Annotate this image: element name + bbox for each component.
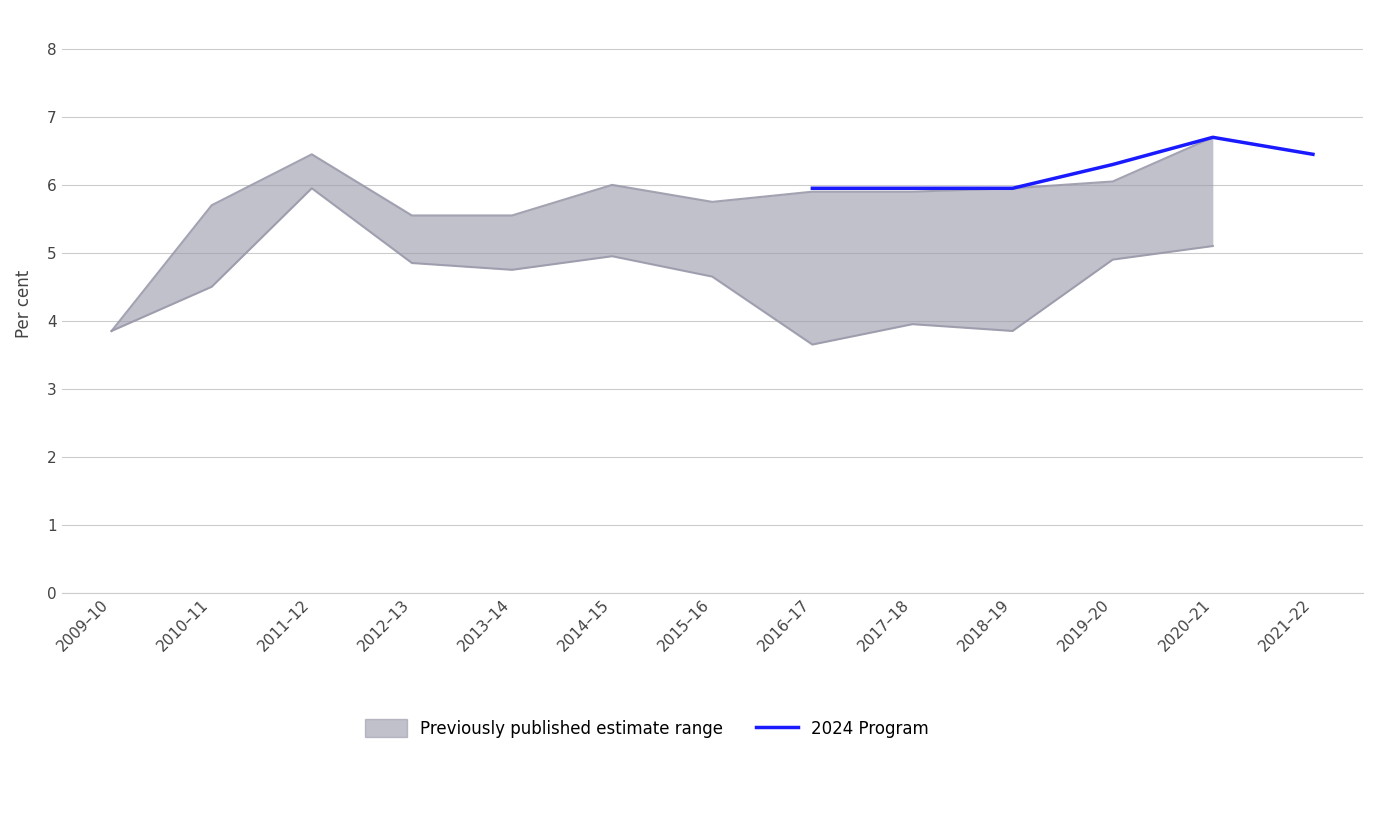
Y-axis label: Per cent: Per cent (15, 269, 33, 338)
Legend: Previously published estimate range, 2024 Program: Previously published estimate range, 202… (357, 712, 937, 746)
